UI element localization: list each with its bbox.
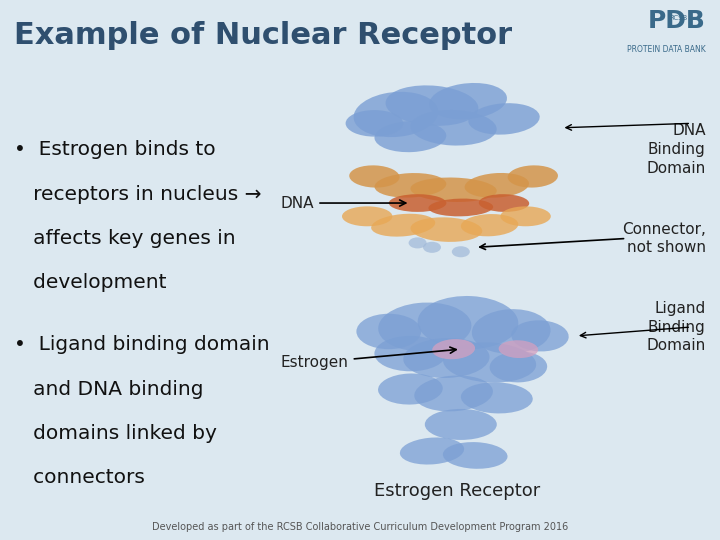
Ellipse shape bbox=[386, 85, 478, 126]
Ellipse shape bbox=[400, 437, 464, 464]
Ellipse shape bbox=[423, 242, 441, 253]
Ellipse shape bbox=[349, 165, 400, 187]
Ellipse shape bbox=[443, 442, 508, 469]
Ellipse shape bbox=[374, 173, 446, 198]
Ellipse shape bbox=[425, 409, 497, 440]
Text: PROTEIN DATA BANK: PROTEIN DATA BANK bbox=[627, 45, 706, 53]
Ellipse shape bbox=[374, 336, 446, 372]
Text: and DNA binding: and DNA binding bbox=[14, 380, 204, 399]
Text: Ligand
Binding
Domain: Ligand Binding Domain bbox=[647, 301, 706, 353]
Text: PDB: PDB bbox=[648, 9, 706, 33]
Ellipse shape bbox=[356, 314, 421, 349]
Ellipse shape bbox=[403, 338, 490, 378]
Ellipse shape bbox=[500, 206, 551, 226]
Ellipse shape bbox=[378, 302, 472, 352]
Text: connectors: connectors bbox=[14, 468, 145, 487]
Ellipse shape bbox=[410, 217, 482, 242]
Ellipse shape bbox=[508, 165, 558, 187]
Text: RCSB: RCSB bbox=[670, 15, 688, 21]
Ellipse shape bbox=[452, 246, 470, 257]
Text: Example of Nuclear Receptor: Example of Nuclear Receptor bbox=[14, 21, 513, 50]
Ellipse shape bbox=[461, 382, 533, 414]
Text: Developed as part of the RCSB Collaborative Curriculum Development Program 2016: Developed as part of the RCSB Collaborat… bbox=[152, 522, 568, 531]
Ellipse shape bbox=[371, 214, 436, 237]
Text: receptors in nucleus →: receptors in nucleus → bbox=[14, 185, 262, 204]
Ellipse shape bbox=[410, 178, 497, 202]
Text: domains linked by: domains linked by bbox=[14, 424, 217, 443]
Ellipse shape bbox=[389, 194, 446, 212]
Ellipse shape bbox=[472, 309, 551, 354]
Ellipse shape bbox=[432, 339, 475, 359]
Ellipse shape bbox=[414, 375, 493, 411]
Ellipse shape bbox=[418, 296, 518, 349]
Text: Connector,
not shown: Connector, not shown bbox=[622, 221, 706, 255]
Ellipse shape bbox=[464, 173, 529, 198]
Ellipse shape bbox=[443, 342, 536, 382]
Ellipse shape bbox=[346, 110, 403, 137]
Ellipse shape bbox=[461, 214, 518, 237]
Text: DNA: DNA bbox=[281, 195, 406, 211]
Text: affects key genes in: affects key genes in bbox=[14, 229, 236, 248]
Ellipse shape bbox=[342, 206, 392, 226]
Text: DNA
Binding
Domain: DNA Binding Domain bbox=[647, 123, 706, 176]
Ellipse shape bbox=[429, 83, 507, 119]
Ellipse shape bbox=[354, 92, 438, 137]
Ellipse shape bbox=[490, 352, 547, 382]
Ellipse shape bbox=[378, 374, 443, 404]
Text: •  Estrogen binds to: • Estrogen binds to bbox=[14, 140, 216, 159]
Ellipse shape bbox=[374, 121, 446, 152]
Ellipse shape bbox=[409, 238, 426, 248]
Ellipse shape bbox=[479, 194, 529, 212]
Text: Estrogen Receptor: Estrogen Receptor bbox=[374, 482, 540, 500]
Ellipse shape bbox=[511, 320, 569, 352]
Text: Estrogen: Estrogen bbox=[281, 347, 456, 370]
Text: •  Ligand binding domain: • Ligand binding domain bbox=[14, 335, 270, 354]
Ellipse shape bbox=[499, 340, 538, 358]
Ellipse shape bbox=[428, 199, 493, 217]
Text: development: development bbox=[14, 273, 167, 292]
Ellipse shape bbox=[410, 110, 497, 146]
Ellipse shape bbox=[468, 103, 540, 134]
